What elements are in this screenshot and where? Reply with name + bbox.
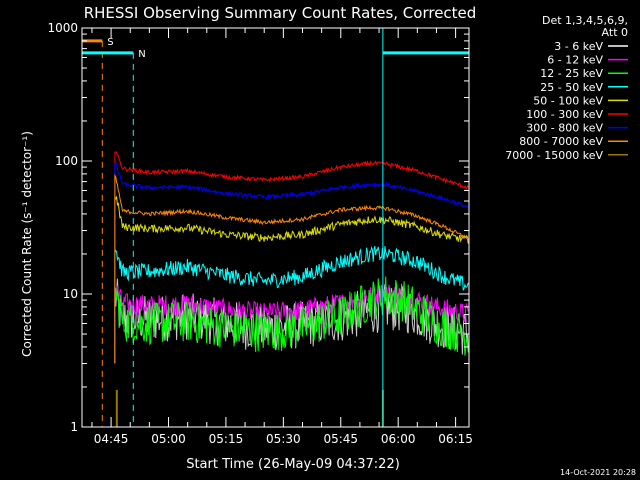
legend-label-1: 3 - 6 keV: [554, 40, 603, 53]
y-tick-label-100: 100: [55, 154, 78, 168]
legend-label-7: 300 - 800 keV: [526, 122, 603, 135]
date-stamp: 14-Oct-2021 20:28: [560, 468, 636, 477]
x-tick-label-4: 05:45: [323, 432, 358, 446]
x-tick-label-3: 05:30: [266, 432, 301, 446]
y-tick-label-10: 10: [63, 287, 78, 301]
legend-header-1: Det 1,3,4,5,6,9,: [542, 14, 628, 27]
x-tick-label-1: 05:00: [151, 432, 186, 446]
x-tick-label-2: 05:15: [209, 432, 244, 446]
series-line-8: [114, 174, 469, 364]
series-line-5: [114, 195, 469, 364]
legend-label-9: 7000 - 15000 keV: [505, 149, 603, 162]
legend-label-4: 25 - 50 keV: [540, 81, 603, 94]
legend-label-8: 800 - 7000 keV: [519, 135, 603, 148]
x-tick-label-0: 04:45: [94, 432, 129, 446]
axes: 1 10 100 1000 04:45 05:00 05:15 05:30 05:45 06:00…: [47, 21, 472, 446]
flag-label-2: N: [138, 49, 145, 60]
legend-label-2: 6 - 12 keV: [547, 54, 603, 67]
plot-frame: [81, 27, 470, 428]
flag-label-1: S: [107, 37, 113, 48]
y-tick-label-1: 1: [70, 420, 78, 434]
series-line-6: [114, 151, 469, 364]
legend-label-5: 50 - 100 keV: [533, 94, 603, 107]
x-axis-label: Start Time (26-May-09 04:37:22): [186, 457, 400, 472]
x-tick-label-5: 06:00: [381, 432, 416, 446]
legend-header-2: Att 0: [602, 26, 628, 39]
series-line-3: [114, 276, 469, 364]
chart-title: RHESSI Observing Summary Count Rates, Co…: [84, 4, 477, 22]
legend-label-3: 12 - 25 keV: [540, 67, 603, 80]
y-axis-label: Corrected Count Rate (s⁻¹ detector⁻¹): [20, 131, 34, 357]
series-line-7: [114, 160, 469, 364]
series-line-4: [114, 246, 469, 364]
legend-label-6: 100 - 300 keV: [526, 108, 603, 121]
y-tick-label-1000: 1000: [47, 21, 78, 35]
x-tick-label-6: 06:15: [438, 432, 473, 446]
